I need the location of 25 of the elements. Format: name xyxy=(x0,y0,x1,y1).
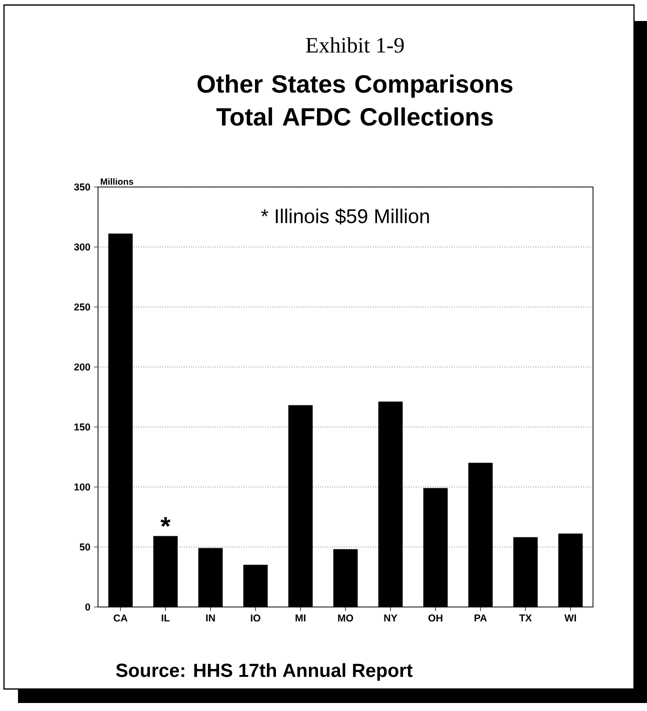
x-tick-label: NY xyxy=(384,614,398,622)
y-tick-label: 100 xyxy=(74,483,90,491)
x-tick-label: MO xyxy=(338,614,354,622)
x-tick-label: MI xyxy=(296,614,306,622)
y-tick-label: 300 xyxy=(74,243,90,251)
x-tick-label: IL xyxy=(162,614,170,622)
annotation: * xyxy=(160,517,171,527)
x-tick-label: PA xyxy=(474,614,487,622)
y-tick-label: 250 xyxy=(74,303,90,311)
x-tick-label: IN xyxy=(206,614,215,622)
y-tick-label: 50 xyxy=(80,543,90,551)
y-tick-label: 0 xyxy=(85,603,90,611)
x-tick-label: TX xyxy=(519,614,532,622)
y-axis-title: Millions xyxy=(100,178,134,185)
x-tick-label: OH xyxy=(428,614,442,622)
y-tick-label: 200 xyxy=(74,363,90,371)
y-tick-label: 150 xyxy=(74,423,90,431)
y-tick-label: 350 xyxy=(74,183,90,191)
chart-subtitle: Other States Comparisons Total AFDC Collections xyxy=(198,74,512,126)
x-tick-label: CA xyxy=(114,614,128,622)
annotation: * Illinois $59 Million xyxy=(261,208,429,224)
source-note: Source: HHS 17th Annual Report xyxy=(116,663,413,681)
x-tick-label: IO xyxy=(250,614,260,622)
chart-title: Exhibit 1-9 xyxy=(306,37,404,53)
x-tick-label: WI xyxy=(564,614,576,622)
